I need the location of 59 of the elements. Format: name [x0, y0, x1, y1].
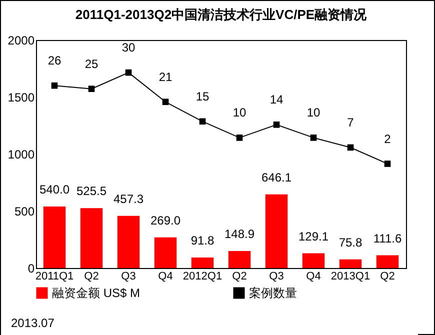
bar: [43, 206, 66, 268]
x-tick-label: 2011Q1: [35, 270, 74, 282]
data-label: 129.1: [298, 229, 329, 244]
point: [199, 118, 206, 125]
data-label: 457.3: [113, 192, 144, 206]
data-label: 7: [347, 115, 354, 130]
data-label: 21: [158, 70, 172, 84]
chart-title: 2011Q1-2013Q2中国清洁技术行业VC/PE融资情况: [75, 7, 368, 22]
x-tick-label: Q2: [380, 270, 395, 282]
point: [384, 160, 391, 167]
legend-label: 融资金额 US$ M: [52, 286, 140, 300]
bar: [228, 251, 251, 268]
data-label: 646.1: [261, 170, 292, 184]
text: 2013.07: [11, 316, 54, 330]
data-label: 10: [232, 106, 246, 120]
data-label: 148.9: [224, 227, 255, 242]
y-tick-label: 1000: [8, 148, 35, 162]
bar: [302, 253, 325, 268]
point: [88, 86, 95, 92]
bar: [376, 255, 399, 268]
x-tick-label: Q2: [84, 270, 99, 282]
data-label: 14: [270, 92, 284, 107]
point: [236, 134, 243, 141]
data-label: 540.0: [39, 182, 70, 196]
x-tick-label: Q2: [232, 270, 247, 282]
x-tick-label: Q3: [269, 270, 284, 282]
point: [162, 98, 169, 106]
y-tick-label: 2000: [8, 34, 35, 48]
x-tick-label: Q4: [158, 270, 173, 282]
data-label: 91.8: [190, 234, 214, 248]
data-label: 10: [306, 106, 320, 120]
point: [347, 144, 354, 151]
x-tick-label: Q3: [121, 270, 136, 282]
y-tick-label: 1500: [8, 90, 35, 104]
point: [125, 69, 132, 76]
data-label: 75.8: [338, 235, 362, 250]
bar: [191, 258, 214, 268]
bar: [265, 194, 288, 268]
y-tick-label: 0: [28, 262, 35, 276]
bar: [80, 208, 103, 268]
data-label: 25: [84, 56, 98, 71]
data-label: 111.6: [373, 231, 402, 246]
data-label: 269.0: [150, 213, 181, 228]
data-label: 30: [122, 40, 136, 55]
legend-label: 案例数量: [249, 286, 297, 300]
data-label: 525.5: [76, 184, 107, 198]
point: [51, 82, 58, 89]
point: [273, 122, 280, 128]
x-tick-label: 2013Q1: [330, 270, 370, 282]
bar: [154, 237, 177, 268]
x-tick-label: 2012Q1: [182, 270, 222, 282]
point: [310, 134, 317, 141]
x-tick-label: Q4: [306, 270, 321, 282]
data-label: 15: [196, 89, 210, 104]
bar: [117, 216, 140, 268]
data-label: 2: [384, 132, 392, 146]
data-label: 26: [48, 54, 62, 68]
bar: [339, 259, 362, 268]
y-tick-label: 500: [14, 204, 35, 218]
